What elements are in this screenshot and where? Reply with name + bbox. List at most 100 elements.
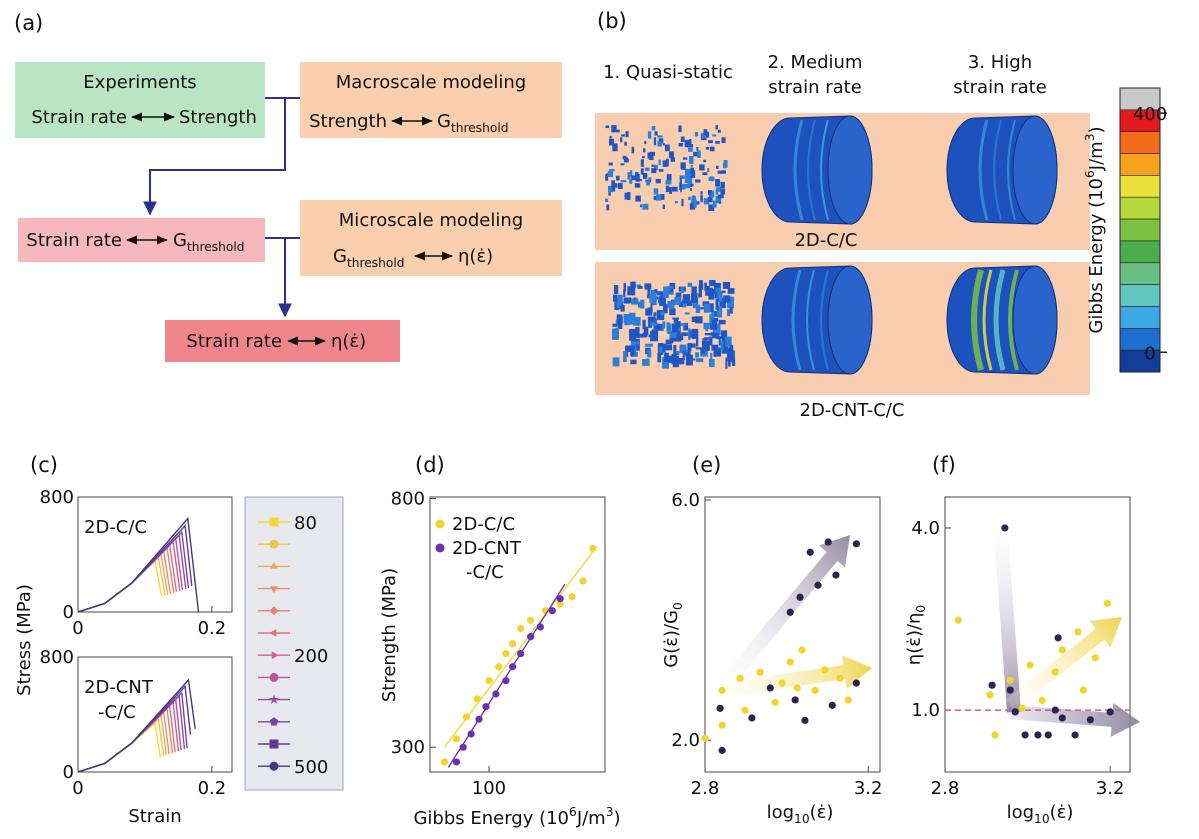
damage-fragments	[612, 280, 735, 369]
fragment	[716, 187, 721, 192]
y-tick-label: 800	[40, 487, 74, 508]
data-point	[748, 714, 755, 721]
legend-marker	[270, 540, 279, 549]
data-point	[853, 540, 860, 547]
x-axis-label-part: )	[614, 808, 621, 829]
fragment	[710, 353, 712, 363]
fragment	[681, 332, 688, 336]
fragment	[613, 295, 617, 302]
data-point	[716, 705, 723, 712]
y-axis-label-part: 0	[671, 602, 685, 610]
data-point	[1019, 705, 1026, 712]
fragment	[728, 288, 735, 294]
fragment	[621, 180, 627, 182]
fragment	[701, 348, 705, 354]
data-point	[787, 609, 794, 616]
fragment	[648, 131, 651, 138]
fragment	[721, 137, 725, 143]
figure: (a)ExperimentsStrain rateStrengthMacrosc…	[0, 0, 1199, 839]
fragment	[605, 199, 608, 202]
data-point	[1059, 646, 1066, 653]
relation-left-part: threshold	[347, 256, 405, 270]
box-title: Experiments	[83, 72, 196, 93]
fragment	[646, 181, 650, 186]
fragment	[706, 147, 709, 150]
subplot-label: -C/C	[98, 702, 136, 723]
fragment	[650, 303, 652, 313]
fragment	[614, 285, 618, 294]
x-tick-label: 100	[472, 778, 506, 799]
fragment	[609, 139, 614, 146]
data-point	[1071, 731, 1078, 738]
data-point	[475, 716, 482, 723]
fragment	[647, 350, 651, 358]
fragment	[718, 171, 722, 174]
fragment	[651, 168, 656, 173]
x-tick-label: 2.8	[691, 778, 720, 799]
fragment	[635, 196, 640, 202]
cylinder-face	[828, 266, 872, 374]
y-axis-label-part: 0	[914, 605, 928, 613]
fragment	[609, 163, 613, 166]
data-point	[821, 666, 828, 673]
fragment	[660, 312, 665, 316]
relation-left: Strain rate	[31, 107, 127, 128]
data-point	[814, 582, 821, 589]
fragment	[625, 131, 628, 137]
fragment	[627, 192, 630, 200]
fragment	[685, 184, 690, 188]
fragment	[675, 201, 678, 203]
fragment	[676, 337, 681, 342]
data-point	[485, 677, 492, 684]
fragment	[688, 148, 693, 152]
fragment	[691, 165, 693, 168]
data-point	[1055, 634, 1062, 641]
fragment	[609, 169, 615, 171]
fragment	[623, 156, 627, 160]
data-point	[1052, 706, 1059, 713]
legend-marker	[436, 520, 445, 529]
fragment	[703, 160, 706, 162]
data-point	[1012, 708, 1019, 715]
fragment	[723, 295, 730, 302]
fragment	[654, 131, 657, 135]
fragment	[624, 142, 626, 146]
legend-label: 80	[294, 513, 317, 534]
colorbar-segment	[1120, 175, 1160, 197]
data-point	[1022, 731, 1029, 738]
cylinder-face	[1013, 116, 1057, 224]
fragment	[616, 176, 620, 181]
fragment	[696, 305, 701, 313]
colorbar-title-part: )	[1086, 126, 1107, 133]
fragment	[704, 337, 709, 340]
fragment	[719, 320, 726, 324]
fragment	[641, 159, 644, 167]
data-point	[579, 577, 586, 584]
relation-right-part: G	[173, 230, 187, 251]
fragment	[670, 289, 673, 293]
x-axis-label-part: 3	[606, 805, 614, 819]
fragment	[683, 345, 686, 348]
legend-marker	[270, 762, 279, 771]
fragment	[616, 130, 620, 133]
y-axis-label: G(ε̇)/G0	[661, 602, 685, 668]
fragment	[626, 314, 628, 316]
x-tick-label: 3.2	[854, 778, 883, 799]
fragment	[663, 143, 665, 145]
fragment	[712, 134, 716, 136]
fragment	[667, 174, 672, 180]
fragment	[624, 283, 626, 292]
axes-frame	[78, 497, 232, 612]
fragment	[695, 132, 698, 136]
data-point	[736, 675, 743, 682]
fragment	[689, 343, 696, 347]
fragment	[675, 321, 679, 323]
data-point	[772, 699, 779, 706]
x-axis-label-part: log	[1007, 802, 1034, 823]
fragment	[658, 324, 662, 329]
y-axis-label-part: Strength (MPa)	[379, 568, 400, 702]
data-point	[829, 702, 836, 709]
data-point	[1092, 654, 1099, 661]
fragment	[663, 160, 668, 166]
fragment	[631, 175, 635, 180]
